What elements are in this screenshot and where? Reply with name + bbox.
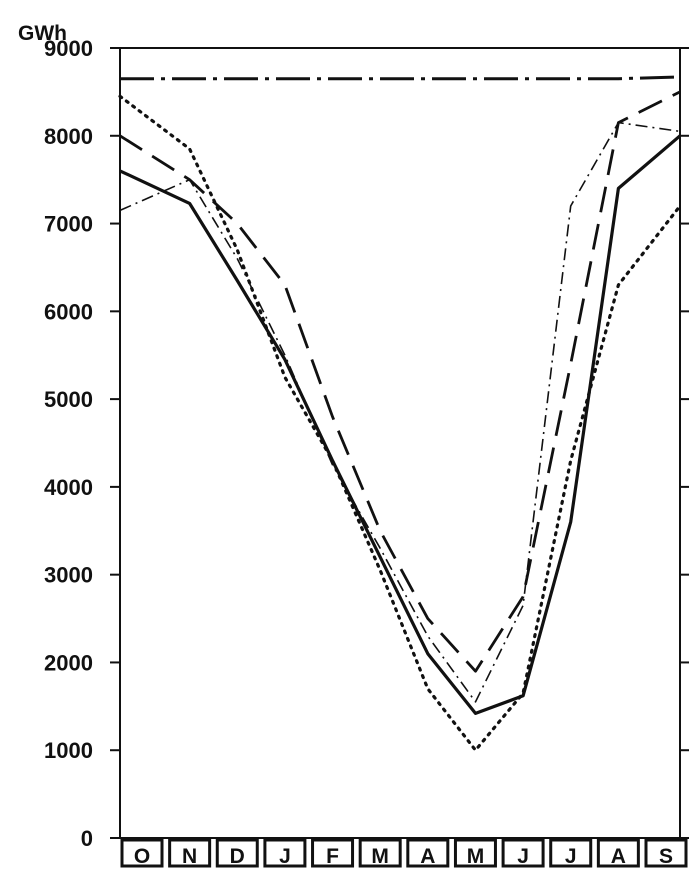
month-label: J bbox=[565, 845, 577, 868]
y-tick-label: 3000 bbox=[44, 563, 93, 588]
month-box bbox=[453, 838, 497, 868]
month-label: J bbox=[517, 845, 529, 868]
month-box bbox=[311, 838, 355, 868]
month-box bbox=[596, 838, 640, 868]
month-label: J bbox=[279, 845, 291, 868]
y-tick-label: 6000 bbox=[44, 299, 93, 324]
month-label: N bbox=[182, 845, 197, 868]
month-label: F bbox=[326, 845, 339, 868]
y-tick-label: 8000 bbox=[44, 124, 93, 149]
month-box bbox=[120, 838, 164, 868]
series-line-solid bbox=[119, 134, 682, 716]
month-label: O bbox=[134, 845, 150, 868]
y-tick-label: 0 bbox=[81, 826, 93, 851]
month-label: A bbox=[611, 845, 626, 868]
y-axis-unit-label: GWh bbox=[18, 22, 67, 45]
series-line-long-dash-dot bbox=[120, 75, 681, 81]
series-line-dash-dot bbox=[119, 121, 681, 703]
month-box bbox=[644, 838, 688, 868]
month-label: D bbox=[230, 845, 245, 868]
series-line-dotted bbox=[118, 94, 682, 752]
month-box bbox=[263, 838, 307, 868]
y-tick-label: 5000 bbox=[44, 387, 93, 412]
y-tick-label: 9000 bbox=[44, 36, 93, 61]
month-box bbox=[358, 838, 402, 868]
y-tick-label: 4000 bbox=[44, 475, 93, 500]
series-line-long-dash bbox=[119, 90, 681, 673]
month-label: A bbox=[420, 845, 435, 868]
month-label: S bbox=[659, 845, 673, 868]
month-box bbox=[406, 838, 450, 868]
month-box bbox=[501, 838, 545, 868]
y-tick-label: 2000 bbox=[44, 650, 93, 675]
y-tick-label: 7000 bbox=[44, 212, 93, 237]
y-axis: 0 1000 2000 3000 4000 5000 6000 7000 8000 9000 bbox=[44, 36, 689, 851]
month-box bbox=[549, 838, 593, 868]
series-layer bbox=[118, 75, 682, 752]
month-box bbox=[215, 838, 259, 868]
month-label: M bbox=[371, 845, 389, 868]
plot-frame bbox=[119, 47, 681, 839]
month-box bbox=[168, 838, 212, 868]
month-label: M bbox=[467, 845, 485, 868]
y-tick-label: 1000 bbox=[44, 738, 93, 763]
